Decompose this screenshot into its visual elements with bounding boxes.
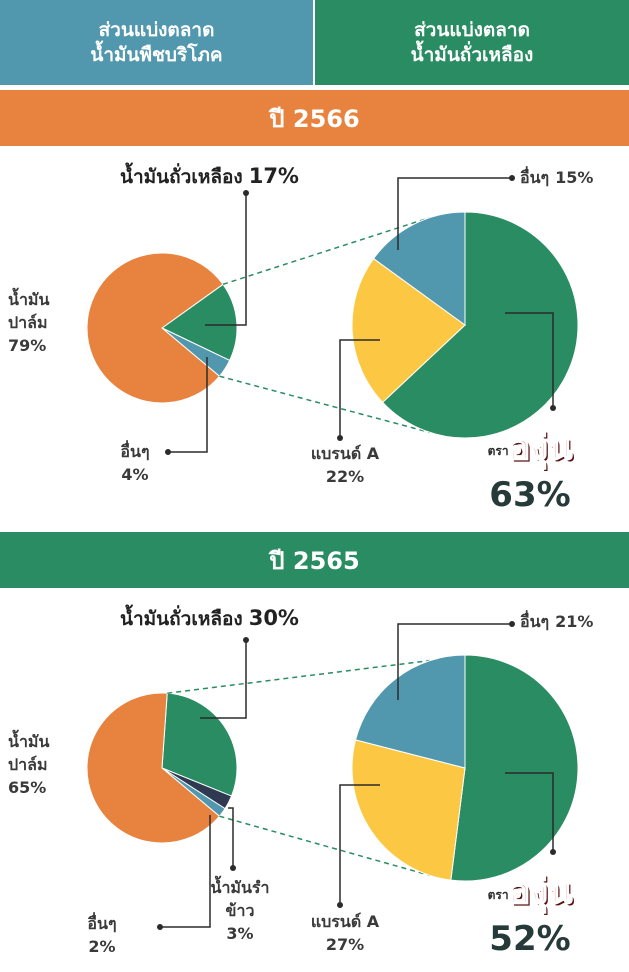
leader-dot bbox=[165, 449, 171, 455]
slice-label: น้ำมันถั่วเหลือง 30% bbox=[120, 607, 299, 631]
leader-dot bbox=[157, 924, 163, 930]
slice-label: อื่นๆ 4% bbox=[105, 440, 165, 486]
pie-slice bbox=[381, 211, 579, 439]
category-label: น้ำมันถั่วเหลือง bbox=[120, 608, 243, 630]
slice-label: น้ำมันรำข้าว 3% bbox=[200, 876, 280, 945]
category-label: แบรนด์ A bbox=[310, 444, 380, 463]
category-label: น้ำมันปาล์ม bbox=[8, 290, 50, 332]
slice-label: น้ำมันปาล์ม 65% bbox=[8, 730, 78, 799]
leader-dot bbox=[509, 175, 515, 181]
section-title: ปี 2566 bbox=[0, 90, 629, 146]
category-label: อื่นๆ bbox=[520, 168, 550, 187]
pie-slice bbox=[450, 654, 579, 882]
category-label: น้ำมันถั่วเหลือง bbox=[120, 166, 243, 188]
slice-label: แบรนด์ A 27% bbox=[300, 910, 390, 956]
leader-line bbox=[228, 807, 234, 868]
section-title: ปี 2565 bbox=[0, 532, 629, 588]
leader-dot bbox=[337, 435, 343, 441]
value-label: 79% bbox=[8, 336, 47, 355]
value-label: 30% bbox=[248, 606, 299, 630]
tab-line: น้ำมันถั่วเหลือง bbox=[410, 43, 534, 66]
category-label: อื่นๆ bbox=[520, 612, 550, 631]
value-label: 21% bbox=[555, 612, 594, 631]
tab-line: น้ำมันพืชบริโภค bbox=[90, 43, 223, 66]
category-label: น้ำมันปาล์ม bbox=[8, 732, 50, 774]
pie-slice bbox=[372, 211, 466, 326]
connector bbox=[222, 216, 431, 286]
leader-line bbox=[339, 339, 380, 438]
tab: ส่วนแบ่งตลาด น้ำมันถั่วเหลือง bbox=[315, 0, 629, 85]
connector bbox=[219, 375, 431, 434]
leader-dot bbox=[243, 190, 249, 196]
connector bbox=[219, 815, 431, 877]
value-label: 3% bbox=[226, 924, 254, 943]
value-label: 65% bbox=[8, 778, 47, 797]
leader-line bbox=[200, 640, 247, 719]
leader-dot bbox=[243, 637, 249, 643]
leader-line bbox=[160, 815, 211, 928]
pie-slice bbox=[161, 692, 238, 797]
leader-line bbox=[505, 312, 554, 408]
slice-label: อื่นๆ 21% bbox=[520, 610, 593, 633]
slice-label: อื่นๆ 2% bbox=[72, 912, 132, 958]
leader-line bbox=[505, 772, 554, 852]
slice-label: น้ำมันปาล์ม 79% bbox=[8, 288, 78, 357]
pie-slice bbox=[86, 252, 224, 404]
pie-slice bbox=[351, 257, 466, 404]
brand-label: ตราองุ่น 63% bbox=[470, 418, 590, 515]
leader-dot bbox=[509, 621, 515, 627]
slice-label: น้ำมันถั่วเหลือง 17% bbox=[120, 165, 299, 189]
leader-dot bbox=[550, 849, 556, 855]
category-label: อื่นๆ bbox=[87, 914, 117, 933]
leader-line bbox=[168, 357, 208, 453]
connector bbox=[167, 659, 431, 694]
leader-dot bbox=[337, 902, 343, 908]
category-label: อื่นๆ bbox=[120, 442, 150, 461]
value-label: 52% bbox=[489, 919, 571, 959]
tab-line: ส่วนแบ่งตลาด bbox=[414, 18, 530, 41]
brand-label: ตราองุ่น 52% bbox=[470, 862, 590, 959]
slice-label: แบรนด์ A 22% bbox=[300, 442, 390, 488]
brand-logo: องุ่น bbox=[508, 426, 573, 469]
value-label: 4% bbox=[121, 465, 149, 484]
leader-line bbox=[205, 193, 247, 326]
value-label: 27% bbox=[325, 935, 365, 954]
value-label: 22% bbox=[325, 467, 365, 486]
leader-dot bbox=[550, 405, 556, 411]
leader-line bbox=[339, 784, 380, 905]
tab-line: ส่วนแบ่งตลาด bbox=[98, 18, 215, 41]
value-label: 17% bbox=[248, 164, 299, 188]
pie-slice bbox=[86, 692, 221, 844]
pie-slice bbox=[351, 739, 466, 881]
brand-logo: องุ่น bbox=[508, 870, 573, 913]
value-label: 2% bbox=[88, 937, 116, 956]
leader-line bbox=[397, 623, 512, 700]
category-label: น้ำมันรำข้าว bbox=[210, 878, 270, 920]
tab: ส่วนแบ่งตลาด น้ำมันพืชบริโภค bbox=[0, 0, 313, 85]
leader-line bbox=[397, 177, 512, 250]
brand-prefix: ตรา bbox=[487, 888, 509, 902]
category-label: แบรนด์ A bbox=[310, 912, 380, 931]
slice-label: อื่นๆ 15% bbox=[520, 166, 593, 189]
pie-slice bbox=[354, 654, 466, 769]
pie-slice bbox=[161, 283, 238, 362]
value-label: 63% bbox=[489, 475, 571, 515]
value-label: 15% bbox=[555, 168, 594, 187]
leader-dot bbox=[230, 865, 236, 871]
brand-prefix: ตรา bbox=[487, 444, 509, 458]
